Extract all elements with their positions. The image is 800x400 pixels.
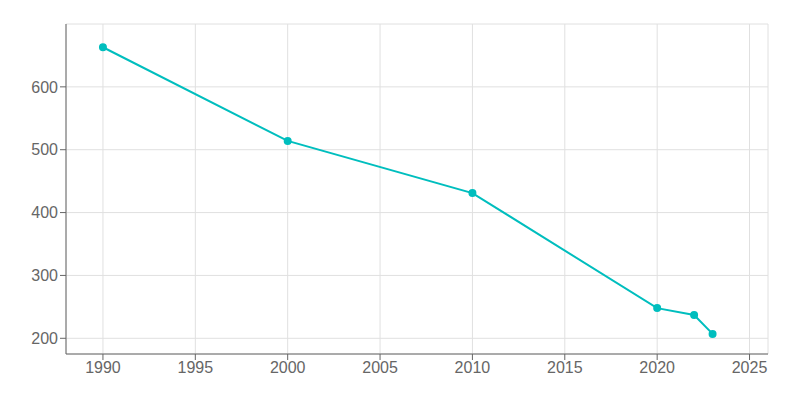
svg-text:2015: 2015 <box>547 359 583 376</box>
svg-text:1995: 1995 <box>178 359 214 376</box>
svg-text:500: 500 <box>31 141 58 158</box>
svg-text:2000: 2000 <box>270 359 306 376</box>
svg-text:2025: 2025 <box>732 359 768 376</box>
svg-text:1990: 1990 <box>85 359 121 376</box>
svg-text:300: 300 <box>31 267 58 284</box>
svg-text:2010: 2010 <box>455 359 491 376</box>
svg-text:400: 400 <box>31 204 58 221</box>
svg-text:600: 600 <box>31 79 58 96</box>
svg-text:200: 200 <box>31 330 58 347</box>
svg-text:2005: 2005 <box>362 359 398 376</box>
svg-text:2020: 2020 <box>639 359 675 376</box>
